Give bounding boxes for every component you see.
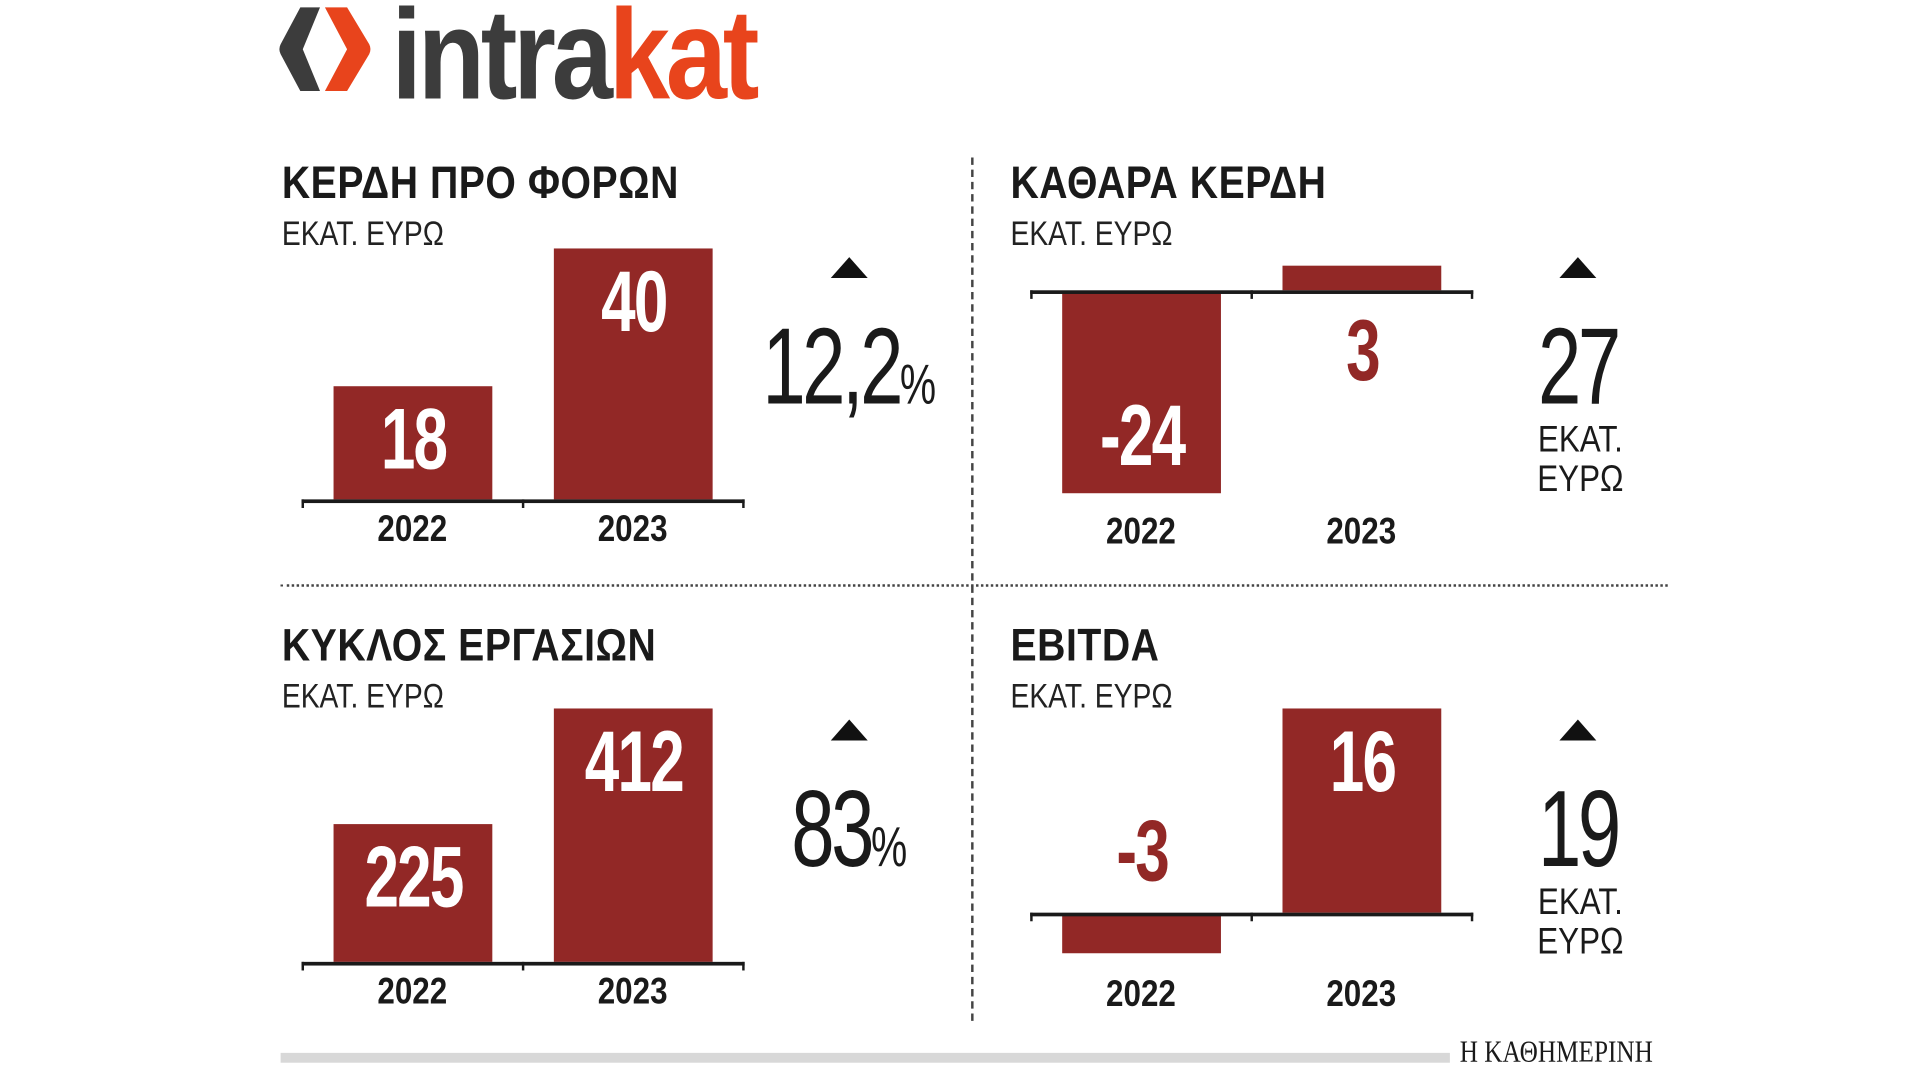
axis-tick: [742, 961, 745, 971]
panel-profit-before-tax: ΚΕΡΔΗ ΠΡΟ ΦΟΡΩΝ ΕΚΑΤ. ΕΥΡΩ 18 2022 40 2023 12,…: [282, 157, 971, 600]
footer-bar: [280, 1052, 1450, 1063]
change-suffix: %: [899, 351, 937, 416]
chart-title: ΚΕΡΔΗ ΠΡΟ ΦΟΡΩΝ: [281, 157, 679, 208]
panel-ebitda: EBITDA ΕΚΑΤ. ΕΥΡΩ -3 2022 16 2023 19 ΕΚΑΤ. ΕΥΡΩ: [1010, 620, 1699, 1063]
unit-label: ΕΚΑΤ. ΕΥΡΩ: [281, 214, 444, 253]
x-tick-label: 2022: [377, 509, 448, 550]
bar-2022: [1062, 915, 1221, 954]
bar-2023: [1282, 265, 1442, 291]
axis-tick: [1030, 290, 1033, 299]
bar-chart: 225 2022 412 2023: [282, 620, 774, 1063]
axis-tick: [1250, 290, 1253, 299]
x-tick-label: 2023: [1326, 511, 1397, 553]
x-tick-label: 2022: [1106, 511, 1176, 553]
change-unit-line: ΕΚΑΤ.: [1537, 419, 1623, 461]
axis-tick: [301, 961, 305, 971]
logo-text-accent: kat: [608, 0, 760, 127]
change-number: 27: [1538, 305, 1621, 427]
change-number: 83: [791, 767, 874, 890]
publisher-brand: Η ΚΑΘΗΜΕΡΙΝΗ: [1459, 1035, 1653, 1069]
chart-title: ΚΑΘΑΡΑ ΚΕΡΔΗ: [1010, 157, 1327, 208]
change-number: 12,2: [762, 305, 903, 427]
panel-turnover: ΚΥΚΛΟΣ ΕΡΓΑΣΙΩΝ ΕΚΑΤ. ΕΥΡΩ 225 2022 412 2023 8…: [282, 620, 971, 1063]
x-tick-label: 2022: [1106, 974, 1176, 1015]
data-label: 225: [364, 828, 464, 925]
data-label: 3: [1346, 302, 1381, 399]
change-value: 19: [1489, 774, 1666, 883]
bar-2023: [553, 708, 713, 962]
unit-label: ΕΚΑΤ. ΕΥΡΩ: [1010, 214, 1173, 253]
chart-title: EBITDA: [1010, 619, 1160, 671]
bar-chart: -3 2022 16 2023: [1010, 620, 1502, 1063]
x-tick-label: 2023: [597, 971, 668, 1013]
axis-tick: [521, 499, 525, 508]
change-suffix: %: [870, 814, 908, 879]
change-unit-line: ΕΥΡΩ: [1537, 921, 1624, 962]
change-unit: ΕΚΑΤ. ΕΥΡΩ: [1497, 419, 1664, 500]
up-arrow-icon: [1559, 719, 1597, 741]
data-label: 18: [380, 391, 448, 488]
axis-tick: [1250, 912, 1253, 922]
axis-tick: [1470, 290, 1474, 299]
bar-chart: -24 2022 3 2023: [1010, 157, 1502, 600]
change-number: 19: [1538, 767, 1621, 890]
bar-2022: [333, 823, 493, 962]
horizontal-divider: [280, 584, 1668, 587]
axis-tick: [521, 961, 525, 971]
axis-tick: [742, 499, 745, 508]
up-arrow-icon: [830, 719, 868, 741]
axis-tick: [1030, 912, 1033, 922]
change-unit-line: ΕΥΡΩ: [1537, 458, 1624, 500]
intrakat-logo: intrakat: [391, 0, 760, 129]
panel-net-profit: ΚΑΘΑΡΑ ΚΕΡΔΗ ΕΚΑΤ. ΕΥΡΩ -24 2022 3 2023 27 ΕΚΑΤ…: [1010, 157, 1699, 600]
data-label: 412: [584, 713, 685, 810]
intrakat-logo-icon: [279, 7, 371, 92]
up-arrow-icon: [830, 257, 868, 278]
bar-2023: [1282, 707, 1442, 913]
chart-title: ΚΥΚΛΟΣ ΕΡΓΑΣΙΩΝ: [281, 619, 657, 671]
bar-2022: [1062, 292, 1221, 494]
change-value: 12,2%: [761, 312, 938, 420]
axis-tick: [301, 499, 305, 508]
x-tick-label: 2023: [1326, 974, 1397, 1015]
bar-2023: [553, 248, 713, 500]
axis-tick: [1470, 912, 1474, 922]
x-tick-label: 2023: [597, 509, 668, 550]
data-label: -3: [1116, 803, 1169, 900]
data-label: -24: [1100, 387, 1186, 484]
change-unit-line: ΕΚΑΤ.: [1537, 881, 1623, 923]
unit-label: ΕΚΑΤ. ΕΥΡΩ: [281, 676, 444, 715]
data-label: 40: [601, 253, 668, 350]
change-value: 83%: [761, 774, 938, 883]
bar-chart: 18 2022 40 2023: [282, 157, 774, 600]
vertical-divider: [971, 157, 974, 1021]
data-label: 16: [1329, 712, 1397, 809]
unit-label: ΕΚΑΤ. ΕΥΡΩ: [1010, 676, 1173, 715]
bar-2022: [333, 386, 493, 500]
change-unit: ΕΚΑΤ. ΕΥΡΩ: [1497, 883, 1664, 962]
x-tick-label: 2022: [377, 971, 448, 1013]
change-value: 27: [1489, 312, 1666, 420]
logo-text-dark: intra: [391, 0, 613, 127]
up-arrow-icon: [1559, 257, 1597, 278]
